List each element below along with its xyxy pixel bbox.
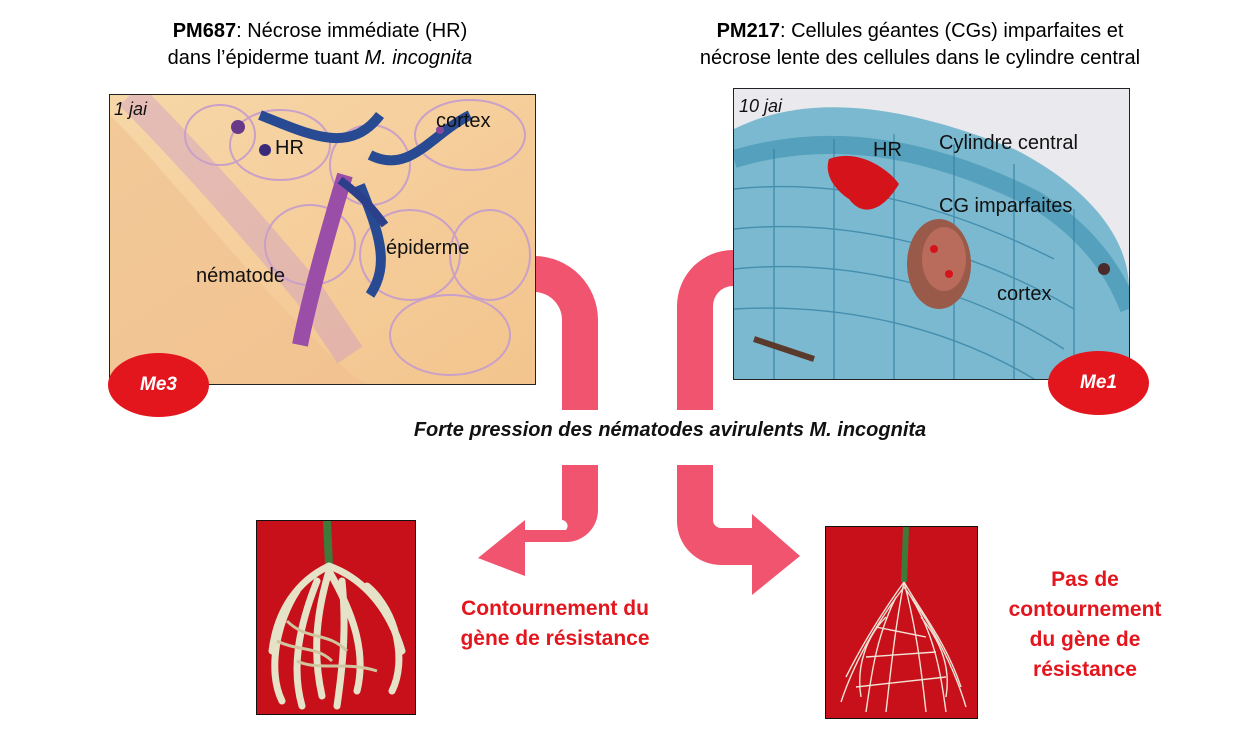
title-pm687: PM687: Nécrose immédiate (HR) dans l’épi…	[100, 18, 540, 72]
label-imperfect-gc: CG imparfaites	[939, 195, 1073, 217]
micrograph-right-time: 10 jai	[739, 96, 783, 116]
title-left-code: PM687	[172, 20, 237, 42]
label-cortex-right: cortex	[997, 283, 1052, 305]
outcome-no-bypass: Pas de contournement du gène de résistan…	[985, 565, 1185, 685]
micrograph-right-image	[734, 89, 1129, 379]
root-photo-left-image	[257, 521, 415, 714]
label-nematode: nématode	[196, 265, 285, 287]
badge-me1: Me1	[1048, 351, 1149, 415]
arrow-from-left-micrograph	[534, 256, 598, 410]
root-photo-right-image	[826, 527, 977, 718]
outcome-right-line1: Pas de	[1051, 568, 1119, 591]
outcome-left-line1: Contournement du	[461, 597, 649, 620]
label-cortex-left: cortex	[436, 110, 491, 132]
arrow-to-left-photo	[478, 465, 598, 576]
center-caption: Forte pression des nématodes avirulents …	[413, 419, 927, 441]
arrow-to-right-photo	[677, 465, 800, 595]
root-photo-right	[825, 526, 978, 719]
arrow-from-right-micrograph	[677, 250, 733, 410]
micrograph-left-time: 1 jai	[114, 99, 148, 119]
micrograph-left-image	[110, 95, 535, 384]
outcome-left-line2: gène de résistance	[460, 627, 650, 650]
outcome-bypass: Contournement du gène de résistance	[430, 594, 680, 654]
label-hr-left: HR	[275, 137, 304, 159]
title-right-line1: : Cellules géantes (CGs) imparfaites et	[779, 20, 1124, 42]
micrograph-pm217: 10 jai HR Cylindre central CG imparfaite…	[733, 88, 1130, 380]
title-left-line1: : Nécrose immédiate (HR)	[236, 20, 468, 42]
title-left-species: M. incognita	[364, 47, 473, 69]
outcome-right-line4: résistance	[1033, 658, 1137, 681]
label-epidermis: épiderme	[386, 237, 470, 259]
root-photo-left	[256, 520, 416, 715]
label-central-cylinder: Cylindre central	[939, 132, 1078, 154]
title-right-code: PM217	[716, 20, 780, 42]
badge-me3: Me3	[108, 353, 209, 417]
title-pm217: PM217: Cellules géantes (CGs) imparfaite…	[600, 18, 1235, 72]
outcome-right-line3: du gène de	[1029, 628, 1141, 651]
title-right-line2: nécrose lente des cellules dans le cylin…	[699, 47, 1141, 69]
outcome-right-line2: contournement	[1008, 598, 1162, 621]
title-left-line2: dans l’épiderme tuant	[167, 47, 365, 69]
label-hr-right: HR	[873, 139, 902, 161]
micrograph-pm687: 1 jai HR cortex épiderme nématode	[109, 94, 536, 385]
